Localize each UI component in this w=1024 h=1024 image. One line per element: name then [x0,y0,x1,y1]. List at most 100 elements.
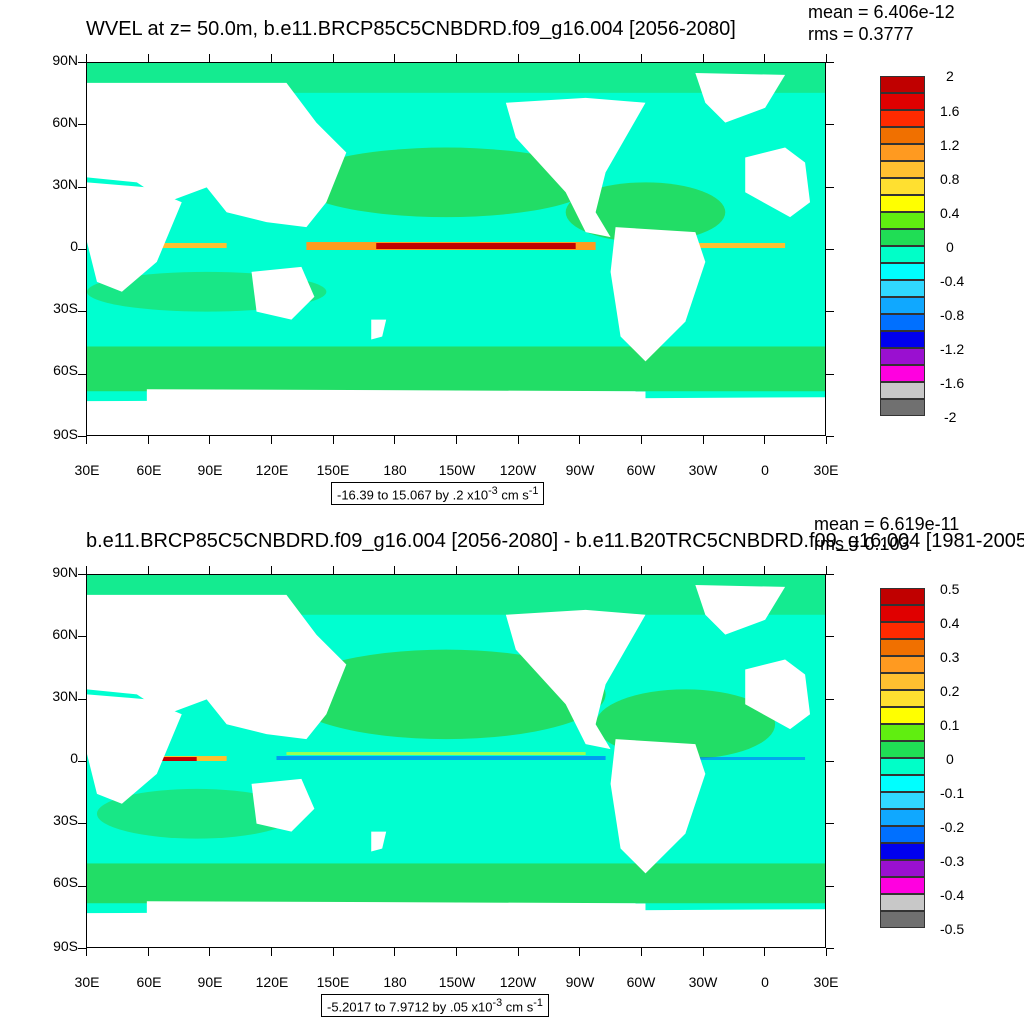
lat-label: 0 [70,750,78,766]
colorbar-box [880,195,925,212]
colorbar-box [880,724,925,741]
lon-label: 30E [813,462,839,478]
colorbar-box [880,877,925,894]
colorbar-box [880,911,925,928]
lat-tick [78,574,86,575]
lon-label: 120E [255,462,289,478]
lon-tick [764,54,766,62]
lat-tick [78,698,86,700]
lon-tick [86,948,87,956]
colorbar-label: 0.1 [940,717,960,733]
panel-difference: b.e11.BRCP85C5CNBDRD.f09_g16.004 [2056-2… [0,512,1024,1024]
lon-tick [702,436,704,444]
colorbar-label: 0.3 [940,649,960,665]
rms-value: rms = 0.103 [814,534,910,554]
map-field [87,575,825,947]
lon-label: 0 [761,974,769,990]
lon-label: 90E [197,974,223,990]
lon-tick [826,948,827,956]
lon-tick [826,436,827,444]
lat-tick [78,948,86,949]
colorbar-label: 2 [946,68,954,84]
colorbar-box [880,93,925,110]
lat-tick [78,62,86,63]
mean-value: mean = 6.619e-11 [814,514,960,534]
lat-label: 60N [52,626,78,642]
colorbar-box [880,690,925,707]
colorbar-box [880,673,925,690]
panel-title: b.e11.BRCP85C5CNBDRD.f09_g16.004 [2056-2… [86,530,1024,552]
lon-tick [517,948,519,956]
lon-tick [641,436,642,444]
colorbar-box [880,365,925,382]
lon-label: 30W [688,462,718,478]
lat-tick [826,885,834,887]
map-plot [86,574,826,948]
lon-label: 30E [74,974,100,990]
colorbar [880,76,925,416]
colorbar-label: 0.2 [940,683,960,699]
colorbar-box [880,348,925,365]
colorbar-box [880,860,925,877]
colorbar-label: 0 [946,751,954,767]
lat-label: 30S [53,812,78,828]
lon-tick [332,948,334,956]
colorbar-box [880,809,925,826]
colorbar-box [880,639,925,656]
lon-label: 120W [499,974,537,990]
map-field [87,63,825,435]
lat-tick [826,311,834,313]
colorbar [880,588,925,928]
lat-label: 60S [53,874,78,890]
lat-tick [826,574,834,575]
lon-tick [764,566,766,574]
lon-label: 90E [197,462,223,478]
map-plot [86,62,826,436]
lon-tick [86,566,87,574]
colorbar-label: -0.1 [940,785,965,801]
lon-label: 180 [383,974,407,990]
lon-label: 150W [438,974,476,990]
colorbar-box [880,144,925,161]
colorbar-label: 1.6 [940,103,960,119]
lat-tick [78,885,86,887]
lon-tick [641,948,642,956]
lat-tick [826,249,834,250]
lat-tick [826,948,834,949]
colorbar-box [880,263,925,280]
lon-tick [579,566,581,574]
lon-tick [271,948,272,956]
lon-tick [456,54,457,62]
lon-tick [579,54,581,62]
colorbar-label: -0.4 [940,887,965,903]
lon-tick [209,54,211,62]
lon-tick [764,436,766,444]
lon-tick [147,436,149,444]
lat-tick [826,124,834,126]
lon-label: 0 [761,462,769,478]
lat-tick [826,823,834,825]
lon-tick [271,436,272,444]
lat-tick [826,62,834,63]
lat-label: 30N [52,176,78,192]
lon-tick [456,566,457,574]
colorbar-box [880,246,925,263]
lon-tick [456,436,457,444]
colorbar-label: -0.5 [940,921,965,937]
colorbar-box [880,314,925,331]
lat-label: 0 [70,238,78,254]
lon-tick [209,948,211,956]
lat-tick [826,636,834,638]
colorbar-label: 0 [946,239,954,255]
lon-label: 30W [688,974,718,990]
lon-tick [394,54,396,62]
colorbar-box [880,775,925,792]
lon-tick [394,566,396,574]
lat-tick [78,311,86,313]
colorbar-box [880,741,925,758]
lat-tick [78,761,86,762]
lon-tick [209,436,211,444]
lon-label: 60E [136,462,162,478]
lon-tick [147,566,149,574]
colorbar-box [880,792,925,809]
